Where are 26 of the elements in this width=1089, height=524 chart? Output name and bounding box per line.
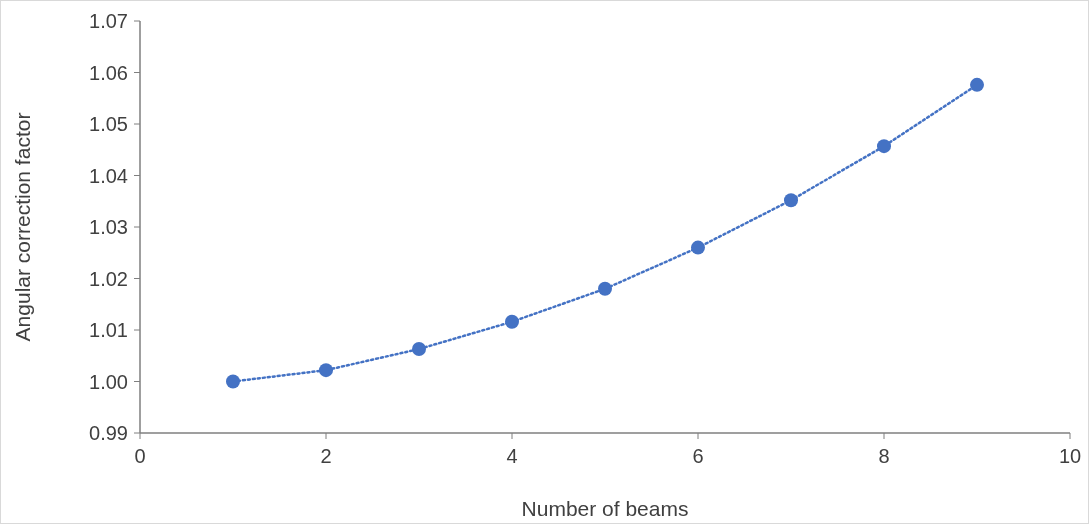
x-tick-label: 10 [1058,445,1082,467]
y-tick-label: 1.07 [89,10,128,32]
y-tick-label: 1.03 [89,216,128,238]
x-tick-label: 6 [692,445,704,467]
y-tick-label: 1.00 [89,370,128,393]
point [970,77,984,92]
x-tick-label: 0 [134,445,146,467]
point [505,314,519,329]
y-tick-label: 1.06 [89,61,128,84]
y-tick-label: 1.01 [89,319,128,341]
point [784,193,798,208]
y-tick-label: 1.05 [89,113,128,135]
point [412,342,426,357]
point [877,139,891,154]
y-tick-label: 1.04 [89,164,128,187]
point [598,281,612,296]
x-tick-label: 2 [320,445,332,467]
x-tick-label: 4 [506,445,518,467]
y-tick-label: 1.02 [89,267,128,290]
x-axis-title: Number of beams [521,497,689,520]
point [319,363,333,378]
y-axis-title: Angular correction factor [11,112,34,342]
point [691,240,705,255]
x-tick-label: 8 [878,445,890,467]
point [226,374,240,389]
y-tick-label: 0.99 [89,422,128,444]
